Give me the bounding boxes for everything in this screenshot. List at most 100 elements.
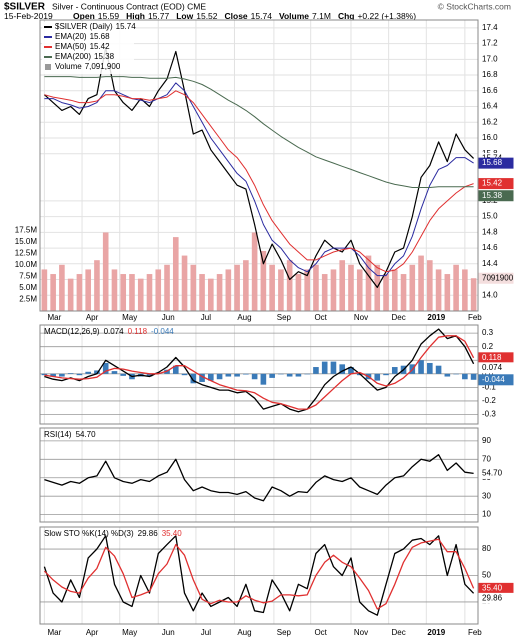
histogram-bar: [251, 373, 258, 380]
histogram-bar: [269, 373, 275, 378]
y2-tick-label: 15.0M: [15, 237, 38, 246]
value-box: 0.118: [478, 352, 514, 364]
y-tick-label: 16.0: [482, 133, 498, 142]
histogram-bar: [444, 373, 451, 377]
volume-bar: [348, 264, 354, 311]
legend-entry: Volume 7,091,900: [55, 62, 121, 71]
quote-date: 15-Feb-2019: [4, 11, 53, 21]
x-tick-label: Apr: [86, 313, 99, 322]
volume-bar: [146, 274, 153, 311]
y-tick-label: 17.2: [482, 39, 498, 48]
y-tick-label: 14.8: [482, 227, 498, 236]
value-box-bg: [478, 178, 514, 190]
volume-bar: [111, 269, 118, 311]
series-line: [44, 76, 474, 188]
histogram-bar: [470, 373, 477, 380]
legend-bg: [42, 22, 134, 74]
series-line: [44, 454, 474, 502]
volume-bar: [444, 274, 451, 311]
y-tick-label: 17.0: [482, 54, 498, 63]
value-box: 35.40: [478, 582, 514, 594]
x-tick-label: Jun: [162, 628, 175, 637]
volume-bar: [137, 278, 144, 311]
legend-swatch: [45, 64, 51, 70]
panel-frame: [39, 427, 479, 523]
volume-bar: [339, 260, 346, 311]
panel-value: 0.074: [104, 327, 125, 336]
x-tick-label: Mar: [47, 313, 61, 322]
histogram-bar: [243, 373, 249, 375]
quote-label: Low: [176, 11, 193, 21]
volume-bar: [470, 278, 477, 311]
value-box-label: 0.074: [482, 363, 503, 372]
y-tick-label: -0.1: [482, 382, 496, 391]
histogram-bar: [295, 373, 302, 377]
panel-value: 54.70: [76, 430, 97, 439]
volume-bar: [76, 274, 83, 311]
panel-title: RSI(14) 54.70: [44, 430, 96, 439]
histogram-bar: [50, 373, 56, 377]
legend-entry: $SILVER (Daily) 15.74: [55, 22, 136, 31]
y-tick-label: 80: [482, 544, 491, 553]
legend-name: EMA(50): [55, 42, 87, 51]
quote-value: 7.1M: [312, 11, 331, 21]
volume-bar: [260, 250, 267, 311]
x-tick-label: Jul: [201, 313, 211, 322]
panel-title: Slow STO %K(14) %D(3) 29.86 35.40: [44, 529, 182, 538]
volume-bar: [356, 269, 363, 311]
volume-bar: [190, 264, 197, 311]
histogram-bar: [339, 364, 346, 374]
histogram-bar: [313, 367, 319, 374]
panel-title-text: MACD(12,26,9): [44, 327, 100, 336]
value-box-bg: [478, 157, 514, 169]
volume-bar: [41, 269, 48, 311]
volume-bar: [85, 269, 91, 311]
value-box-label: 7091900: [482, 273, 514, 282]
histogram-bar: [208, 373, 214, 381]
volume-bar: [383, 274, 389, 311]
histogram-bar: [234, 373, 240, 377]
value-box-label: 0.118: [482, 353, 502, 362]
volume-bar: [330, 269, 337, 311]
value-box-label: 15.68: [482, 158, 503, 167]
volume-bar: [365, 255, 372, 311]
y-tick-label: -0.2: [482, 396, 496, 405]
legend-entry: EMA(20) 15.68: [55, 32, 110, 41]
value-box-bg: [478, 272, 514, 284]
x-tick-label: Feb: [468, 628, 482, 637]
x-tick-label: Jul: [201, 628, 211, 637]
value-box-label: 15.38: [482, 191, 503, 200]
volume-bar: [251, 232, 258, 311]
quote-label: Chg: [338, 11, 355, 21]
histogram-bar: [85, 371, 91, 374]
histogram-bar: [199, 373, 205, 382]
panel-frame: [39, 526, 479, 625]
value-box-bg: [478, 190, 514, 202]
histogram-bar: [190, 373, 197, 384]
value-box: 7091900: [478, 272, 514, 284]
y-tick-label: 90: [482, 436, 491, 445]
quote-label: Close: [225, 11, 248, 21]
series-line: [44, 328, 475, 413]
x-tick-label: Oct: [314, 313, 327, 322]
volume-bar: [234, 264, 240, 311]
value-box: 15.42: [478, 178, 514, 190]
histogram-bar: [111, 371, 118, 374]
x-tick-label: 2019: [427, 628, 445, 637]
volume-bar: [208, 278, 214, 311]
volume-bar: [427, 260, 433, 311]
legend-name: EMA(20): [55, 32, 87, 41]
volume-bar: [321, 274, 328, 311]
y2-tick-label: 12.5M: [15, 248, 38, 257]
histogram-bar: [216, 373, 223, 380]
x-tick-label: Dec: [392, 628, 406, 637]
histogram-bar: [462, 373, 468, 380]
quote-value: +0.22 (+1.38%): [357, 11, 416, 21]
volume-bar: [225, 269, 232, 311]
y-tick-label: 10: [482, 510, 491, 519]
panel-value: 0.118: [128, 327, 148, 336]
volume-bar: [278, 269, 284, 311]
legend-value: 7,091,900: [85, 62, 121, 71]
legend-name: $SILVER (Daily): [55, 22, 113, 31]
